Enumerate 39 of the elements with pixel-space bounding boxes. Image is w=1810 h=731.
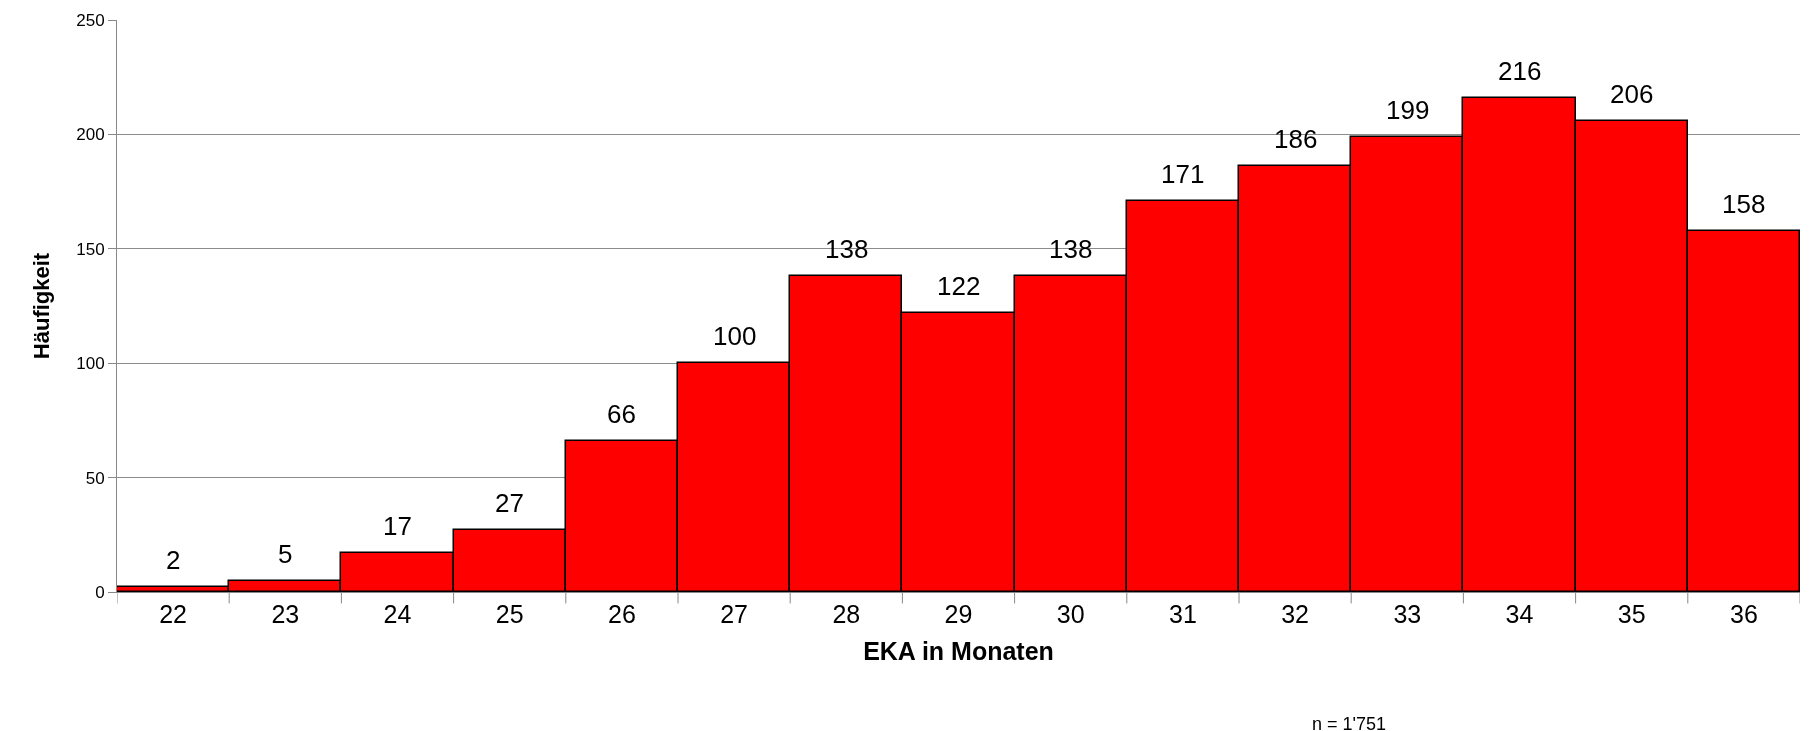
data-label: 2 — [166, 545, 181, 575]
data-label: 158 — [1722, 189, 1766, 219]
data-label: 171 — [1161, 159, 1205, 189]
data-label: 100 — [713, 321, 757, 351]
data-label: 5 — [278, 539, 293, 569]
x-tick-label: 23 — [271, 600, 300, 628]
x-tick-label: 28 — [832, 600, 861, 628]
x-tick-label: 34 — [1505, 600, 1534, 628]
data-label: 199 — [1386, 95, 1430, 125]
data-label: 27 — [495, 488, 524, 518]
data-label: 122 — [937, 271, 981, 301]
data-label: 138 — [825, 234, 869, 264]
x-tick-label: 33 — [1393, 600, 1422, 628]
x-tick-label: 25 — [495, 600, 524, 628]
data-label: 186 — [1274, 124, 1318, 154]
x-tick-label: 36 — [1729, 600, 1758, 628]
y-tick-label: 0 — [95, 582, 105, 602]
data-label: 206 — [1610, 79, 1654, 109]
data-label: 138 — [1049, 234, 1093, 264]
x-tick-label: 27 — [720, 600, 749, 628]
y-tick-label: 250 — [76, 10, 105, 30]
x-tick-label: 26 — [607, 600, 636, 628]
x-tick-label: 31 — [1168, 600, 1197, 628]
y-axis-title: Häufigkeit — [29, 252, 55, 360]
x-axis-title: EKA in Monaten — [863, 637, 1054, 665]
y-tick-label: 150 — [76, 239, 105, 259]
y-tick-label: 200 — [76, 125, 105, 145]
x-tick-label: 24 — [383, 600, 412, 628]
x-tick-label: 30 — [1056, 600, 1085, 628]
x-tick-label: 35 — [1617, 600, 1646, 628]
y-tick-label: 100 — [76, 354, 105, 374]
text: n = 1'751 — [1312, 714, 1387, 731]
x-tick-label: 29 — [944, 600, 973, 628]
y-tick-label: 50 — [85, 468, 105, 488]
data-label: 17 — [383, 511, 412, 541]
data-label: 66 — [607, 399, 636, 429]
data-label: 216 — [1498, 56, 1542, 86]
x-tick-label: 32 — [1281, 600, 1310, 628]
x-tick-label: 22 — [159, 600, 188, 628]
